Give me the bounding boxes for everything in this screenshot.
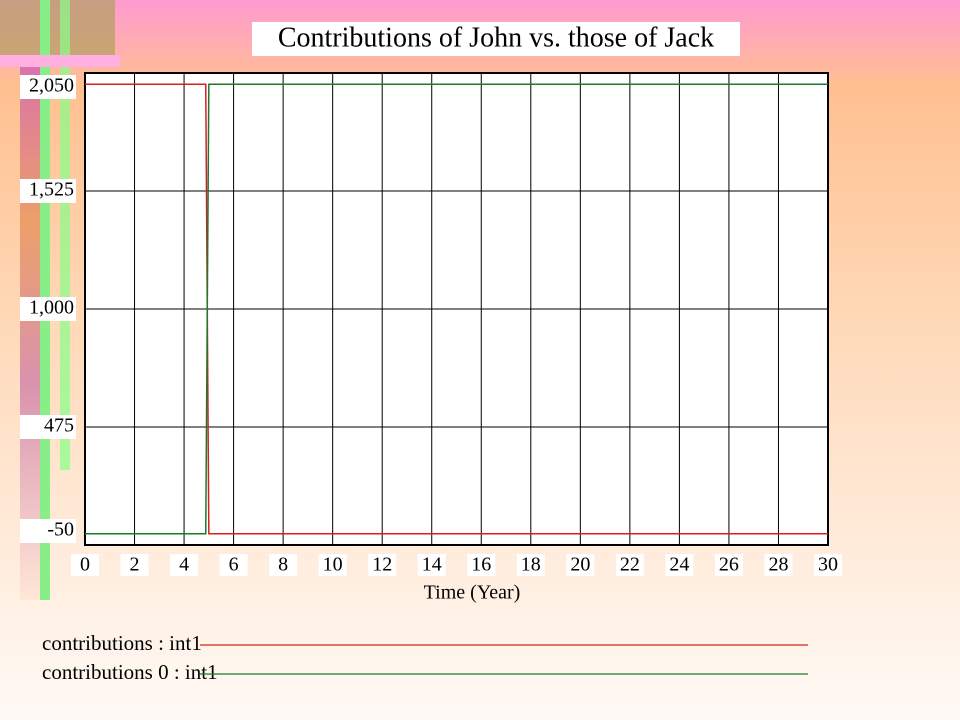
x-tick-label-bg	[318, 554, 347, 576]
x-tick-label: 14	[422, 554, 442, 576]
x-tick-label-bg	[714, 554, 743, 576]
x-tick-label-bg	[665, 554, 694, 576]
y-tick-label: -50	[47, 519, 74, 541]
x-tick-label-bg	[71, 554, 99, 576]
y-tick-label: 475	[44, 415, 74, 437]
y-tick-label-bg	[20, 297, 76, 321]
x-tick-label-bg	[417, 554, 446, 576]
x-tick-label: 18	[521, 554, 541, 576]
series-line	[85, 83, 828, 535]
x-tick-label-bg	[269, 554, 298, 576]
y-tick-label-bg	[20, 519, 76, 543]
x-tick-label: 12	[372, 554, 392, 576]
y-tick-label: 1,525	[29, 179, 74, 201]
decoration	[0, 0, 115, 60]
legend-label: contributions 0 : int1	[42, 660, 218, 684]
x-tick-label-bg	[170, 554, 199, 576]
x-tick-label: 6	[229, 554, 239, 576]
x-tick-label: 26	[719, 554, 739, 576]
x-tick-label-bg	[467, 554, 496, 576]
x-tick-label: 0	[80, 554, 90, 576]
x-tick-label: 4	[179, 554, 189, 576]
x-tick-label-bg	[764, 554, 793, 576]
x-tick-label-bg	[814, 554, 842, 576]
title-box	[252, 22, 740, 56]
x-tick-label: 16	[471, 554, 491, 576]
x-tick-label-bg	[566, 554, 595, 576]
x-tick-label: 20	[570, 554, 590, 576]
x-tick-label-bg	[120, 554, 149, 576]
y-tick-label-bg	[20, 179, 76, 203]
chart-title: Contributions of John vs. those of Jack	[278, 22, 714, 53]
x-tick-label-bg	[368, 554, 397, 576]
x-tick-label: 24	[669, 554, 689, 576]
x-tick-label: 28	[768, 554, 788, 576]
y-tick-label-bg	[20, 415, 76, 439]
x-tick-label-bg	[615, 554, 644, 576]
y-tick-label: 1,000	[29, 297, 74, 319]
x-tick-label: 22	[620, 554, 640, 576]
x-tick-label: 2	[130, 554, 140, 576]
x-axis-label: Time (Year)	[424, 582, 521, 604]
decoration	[60, 0, 70, 470]
legend-label: contributions : int1	[42, 631, 202, 655]
y-tick-label-bg	[20, 75, 76, 99]
x-tick-label-bg	[516, 554, 545, 576]
x-tick-label: 10	[323, 554, 343, 576]
x-tick-label-bg	[219, 554, 248, 576]
y-tick-label: 2,050	[29, 75, 74, 97]
decoration	[0, 55, 120, 67]
x-tick-label: 30	[818, 554, 838, 576]
x-tick-label: 8	[278, 554, 288, 576]
legend: contributions : int1 contributions 0 : in…	[42, 631, 808, 684]
